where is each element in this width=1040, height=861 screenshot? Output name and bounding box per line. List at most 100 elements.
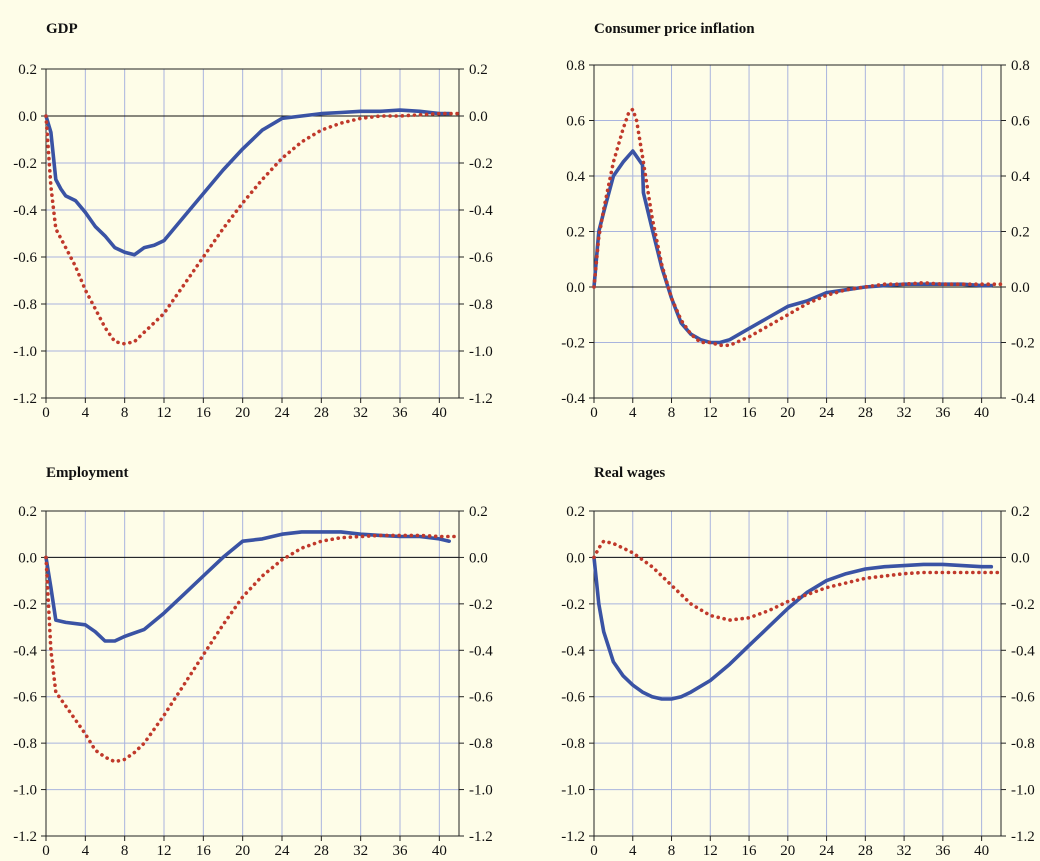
y-tick-label-right: -1.0 (469, 783, 493, 799)
y-tick-label-right: -1.2 (469, 829, 493, 845)
y-tick-label-left: -0.6 (13, 690, 37, 706)
y-tick-label-right: -0.6 (469, 250, 493, 266)
series-line-solid (592, 555, 994, 701)
y-tick-label-right: -0.2 (1011, 336, 1035, 352)
x-tick-label: 28 (858, 843, 873, 859)
y-tick-label-left: -0.6 (13, 250, 37, 266)
x-tick-label: 40 (974, 405, 989, 421)
y-tick-label-left: -1.0 (561, 783, 585, 799)
x-tick-label: 36 (393, 843, 409, 859)
x-tick-label: 36 (393, 405, 409, 421)
y-tick-label-right: -0.8 (1011, 736, 1035, 752)
y-tick-label-left: 0.2 (566, 504, 585, 520)
y-tick-label-left: 0.0 (566, 280, 585, 296)
y-tick-label-left: 0.2 (566, 225, 585, 241)
x-tick-label: 28 (858, 405, 873, 421)
x-tick-label: 8 (121, 405, 129, 421)
y-tick-label-left: -0.2 (561, 597, 585, 613)
y-tick-label-right: -1.2 (1011, 829, 1035, 845)
chart-title: GDP (46, 21, 78, 37)
grid (46, 69, 459, 398)
y-tick-label-left: -0.4 (13, 203, 37, 219)
y-tick-label-left: 0.0 (566, 550, 585, 566)
x-tick-label: 16 (196, 405, 212, 421)
y-tick-label-right: 0.0 (1011, 280, 1030, 296)
x-tick-label: 4 (629, 843, 637, 859)
x-tick-label: 4 (629, 405, 637, 421)
x-tick-label: 24 (275, 405, 291, 421)
x-tick-label: 32 (353, 405, 368, 421)
series-line-dotted (44, 533, 461, 764)
x-tick-label: 24 (275, 843, 291, 859)
y-tick-label-left: 0.0 (18, 550, 37, 566)
y-tick-label-right: -0.6 (1011, 690, 1035, 706)
y-tick-label-right: -1.2 (469, 391, 493, 407)
y-tick-label-left: -0.2 (561, 336, 585, 352)
y-tick-label-left: 0.2 (18, 504, 37, 520)
plot-frame (45, 510, 460, 837)
y-tick-label-right: -1.0 (1011, 783, 1035, 799)
x-tick-label: 32 (897, 843, 912, 859)
x-tick-label: 32 (897, 405, 912, 421)
series-line-solid (44, 108, 451, 257)
y-tick-label-right: -0.6 (469, 690, 493, 706)
y-tick-label-right: -1.0 (469, 344, 493, 360)
y-tick-label-left: -0.6 (561, 690, 585, 706)
y-tick-label-right: -0.2 (1011, 597, 1035, 613)
x-tick-label: 0 (42, 405, 50, 421)
grid (594, 65, 1001, 398)
y-tick-label-right: 0.8 (1011, 58, 1030, 74)
x-tick-label: 16 (742, 405, 758, 421)
y-tick-label-left: 0.4 (566, 169, 585, 185)
y-tick-label-left: -0.8 (561, 736, 585, 752)
y-tick-label-right: 0.6 (1011, 114, 1030, 130)
x-tick-label: 16 (742, 843, 758, 859)
y-tick-label-left: -0.4 (13, 643, 37, 659)
x-tick-label: 28 (314, 405, 329, 421)
y-tick-label-right: -0.4 (469, 203, 493, 219)
grid (46, 511, 459, 836)
y-tick-label-right: 0.2 (469, 504, 488, 520)
x-tick-label: 20 (235, 405, 250, 421)
y-tick-label-right: -0.4 (469, 643, 493, 659)
y-tick-label-left: -0.8 (13, 736, 37, 752)
y-tick-label-left: -0.4 (561, 391, 585, 407)
y-tick-label-left: 0.0 (18, 109, 37, 125)
y-tick-label-right: 0.2 (1011, 225, 1030, 241)
chart-panel-2: Consumer price inflation 0 4 8 12 16 20 24 28 32 3… (561, 21, 1035, 421)
y-tick-label-right: 0.0 (469, 550, 488, 566)
y-tick-label-right: 0.0 (1011, 550, 1030, 566)
x-tick-label: 32 (353, 843, 368, 859)
x-tick-label: 8 (121, 843, 129, 859)
x-tick-label: 40 (432, 405, 447, 421)
y-tick-label-left: -0.2 (13, 156, 37, 172)
y-tick-label-right: -0.8 (469, 736, 493, 752)
x-tick-label: 12 (703, 405, 718, 421)
chart-panel-3: Employment 0 4 8 12 16 20 24 28 32 36 40 -1.2 -1.2 -1.… (13, 465, 493, 859)
series-line-solid (44, 530, 451, 643)
y-tick-label-left: 0.8 (566, 58, 585, 74)
chart-title: Consumer price inflation (594, 21, 755, 37)
x-tick-label: 24 (819, 405, 835, 421)
series-line-dotted (592, 107, 1003, 348)
y-tick-label-left: -1.2 (561, 829, 585, 845)
plot-frame (45, 68, 460, 399)
x-tick-label: 28 (314, 843, 329, 859)
y-tick-label-left: -0.2 (13, 597, 37, 613)
y-tick-label-left: -0.4 (561, 643, 585, 659)
x-tick-label: 40 (974, 843, 989, 859)
x-tick-label: 0 (590, 843, 598, 859)
x-tick-label: 8 (668, 843, 676, 859)
y-tick-label-right: 0.2 (1011, 504, 1030, 520)
y-tick-label-left: -1.2 (13, 829, 37, 845)
x-tick-label: 36 (935, 843, 951, 859)
x-tick-label: 8 (668, 405, 676, 421)
x-tick-label: 0 (590, 405, 598, 421)
plot-frame (593, 510, 1002, 837)
y-tick-label-right: 0.2 (469, 62, 488, 78)
x-tick-label: 12 (703, 843, 718, 859)
grid (594, 511, 1001, 836)
y-tick-label-left: 0.6 (566, 114, 585, 130)
chart-title: Real wages (594, 465, 665, 481)
